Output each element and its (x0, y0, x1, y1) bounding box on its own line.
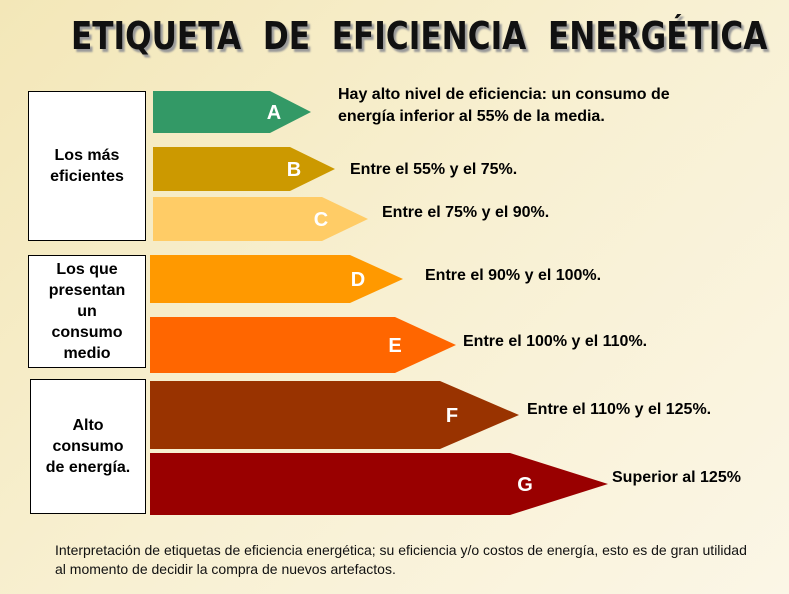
energy-arrow (153, 91, 311, 133)
class-letter: D (351, 269, 365, 291)
caption: Interpretación de etiquetas de eficienci… (55, 542, 747, 577)
class-letter: E (388, 335, 401, 357)
group-label: Los que presentan un consumo medio (28, 255, 146, 368)
energy-arrow (150, 381, 519, 449)
class-letter: B (287, 159, 301, 181)
energy-arrow (150, 255, 403, 303)
class-letter: C (314, 209, 328, 231)
class-description: Entre el 75% y el 90%. (382, 204, 550, 221)
class-description: Entre el 100% y el 110%. (463, 333, 648, 350)
group-label: Los más eficientes (28, 91, 146, 241)
class-description: Entre el 55% y el 75%. (350, 161, 518, 178)
class-letter: F (446, 405, 458, 427)
group-label: Alto consumo de energía. (30, 379, 146, 514)
energy-arrow (150, 317, 456, 373)
class-description: Entre el 90% y el 100%. (425, 267, 602, 284)
class-letter: A (267, 102, 281, 124)
class-description: Superior al 125% (612, 469, 741, 486)
class-description: Hay alto nivel de eficiencia: un consumo… (338, 86, 670, 125)
energy-arrow (150, 453, 608, 515)
energy-arrow (153, 147, 335, 191)
class-letter: G (517, 474, 533, 496)
class-description: Entre el 110% y el 125%. (527, 401, 712, 418)
energy-arrow (153, 197, 368, 241)
